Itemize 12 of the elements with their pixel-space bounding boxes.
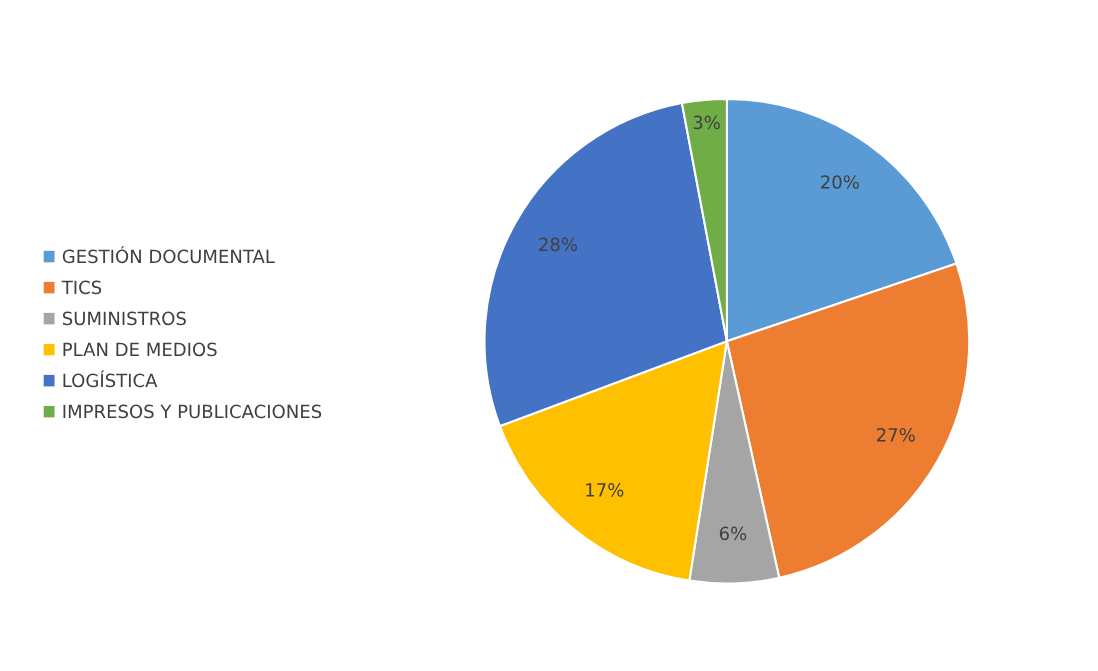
legend-label: TICS (61, 280, 102, 295)
legend-label: SUMINISTROS (62, 311, 186, 326)
data-label: 3% (693, 115, 720, 130)
legend-label: IMPRESOS Y PUBLICACIONES (63, 404, 322, 419)
legend-label: PLAN DE MEDIOS (63, 342, 217, 357)
data-label: 17% (586, 483, 624, 497)
legend-label: GESTIÓN DOCUMENTAL (62, 246, 275, 264)
data-label: 6% (719, 526, 747, 541)
data-label: 28% (539, 237, 578, 252)
legend-label: LOGÍSTICA (63, 370, 158, 388)
data-label: 20% (821, 175, 859, 189)
data-label: 27% (877, 427, 915, 442)
